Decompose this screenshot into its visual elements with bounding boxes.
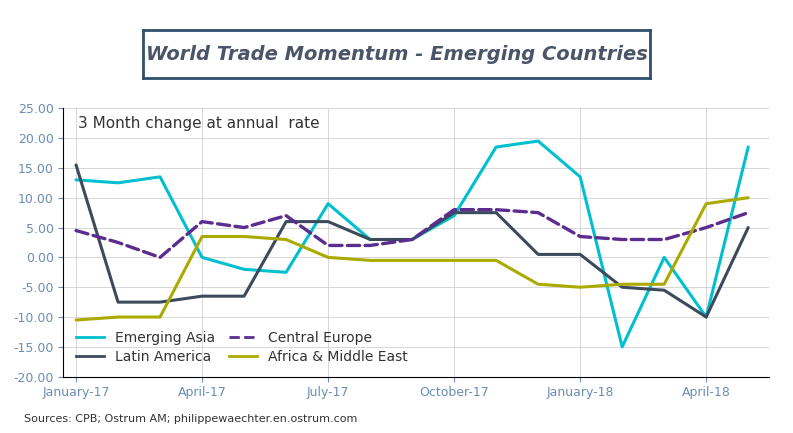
Africa & Middle East <box>660 281 669 287</box>
Africa & Middle East <box>408 258 417 263</box>
Latin America <box>576 252 585 257</box>
Central Europe <box>324 243 333 248</box>
Africa & Middle East <box>324 255 333 260</box>
Africa & Middle East <box>576 284 585 290</box>
Central Europe <box>155 255 165 260</box>
Latin America <box>492 210 501 215</box>
Africa & Middle East <box>71 317 81 323</box>
Emerging Asia <box>744 145 753 150</box>
Emerging Asia <box>197 255 207 260</box>
Central Europe <box>113 240 123 245</box>
Emerging Asia <box>155 174 165 179</box>
Latin America <box>366 237 375 242</box>
Latin America <box>660 288 669 293</box>
Central Europe <box>744 210 753 215</box>
Africa & Middle East <box>492 258 501 263</box>
Text: World Trade Momentum - Emerging Countries: World Trade Momentum - Emerging Countrie… <box>146 45 647 64</box>
Latin America <box>197 294 207 299</box>
Latin America <box>282 219 291 224</box>
Central Europe <box>366 243 375 248</box>
Emerging Asia <box>239 267 249 272</box>
Africa & Middle East <box>113 314 123 320</box>
Legend: Emerging Asia, Latin America, Central Europe, Africa & Middle East: Emerging Asia, Latin America, Central Eu… <box>71 325 413 370</box>
Emerging Asia <box>450 213 459 218</box>
Central Europe <box>492 207 501 212</box>
Line: Latin America: Latin America <box>76 165 749 317</box>
Latin America <box>702 314 711 320</box>
Line: Emerging Asia: Emerging Asia <box>76 141 749 347</box>
Emerging Asia <box>702 314 711 320</box>
Africa & Middle East <box>282 237 291 242</box>
Africa & Middle East <box>366 258 375 263</box>
Text: 3 Month change at annual  rate: 3 Month change at annual rate <box>78 116 319 131</box>
Latin America <box>618 284 627 290</box>
Africa & Middle East <box>197 234 207 239</box>
Central Europe <box>660 237 669 242</box>
Africa & Middle East <box>618 281 627 287</box>
Central Europe <box>282 213 291 218</box>
Emerging Asia <box>282 270 291 275</box>
Latin America <box>534 252 543 257</box>
Line: Central Europe: Central Europe <box>76 210 749 257</box>
Emerging Asia <box>366 237 375 242</box>
Emerging Asia <box>71 177 81 182</box>
Africa & Middle East <box>702 201 711 206</box>
Emerging Asia <box>618 344 627 349</box>
Central Europe <box>534 210 543 215</box>
Central Europe <box>71 228 81 233</box>
Text: Sources: CPB; Ostrum AM; philippewaechter.en.ostrum.com: Sources: CPB; Ostrum AM; philippewaechte… <box>24 414 357 424</box>
Latin America <box>324 219 333 224</box>
Latin America <box>408 237 417 242</box>
Africa & Middle East <box>744 195 753 200</box>
Emerging Asia <box>408 237 417 242</box>
Latin America <box>239 294 249 299</box>
Latin America <box>155 300 165 305</box>
Latin America <box>450 210 459 215</box>
Africa & Middle East <box>155 314 165 320</box>
Central Europe <box>576 234 585 239</box>
Line: Africa & Middle East: Africa & Middle East <box>76 198 749 320</box>
Africa & Middle East <box>239 234 249 239</box>
Latin America <box>113 300 123 305</box>
Emerging Asia <box>576 174 585 179</box>
Emerging Asia <box>660 255 669 260</box>
Central Europe <box>408 237 417 242</box>
Emerging Asia <box>492 145 501 150</box>
Central Europe <box>450 207 459 212</box>
Central Europe <box>702 225 711 230</box>
Central Europe <box>618 237 627 242</box>
Africa & Middle East <box>534 281 543 287</box>
Africa & Middle East <box>450 258 459 263</box>
Latin America <box>744 225 753 230</box>
Emerging Asia <box>324 201 333 206</box>
Central Europe <box>239 225 249 230</box>
Emerging Asia <box>534 139 543 144</box>
Central Europe <box>197 219 207 224</box>
Emerging Asia <box>113 180 123 185</box>
Latin America <box>71 162 81 168</box>
